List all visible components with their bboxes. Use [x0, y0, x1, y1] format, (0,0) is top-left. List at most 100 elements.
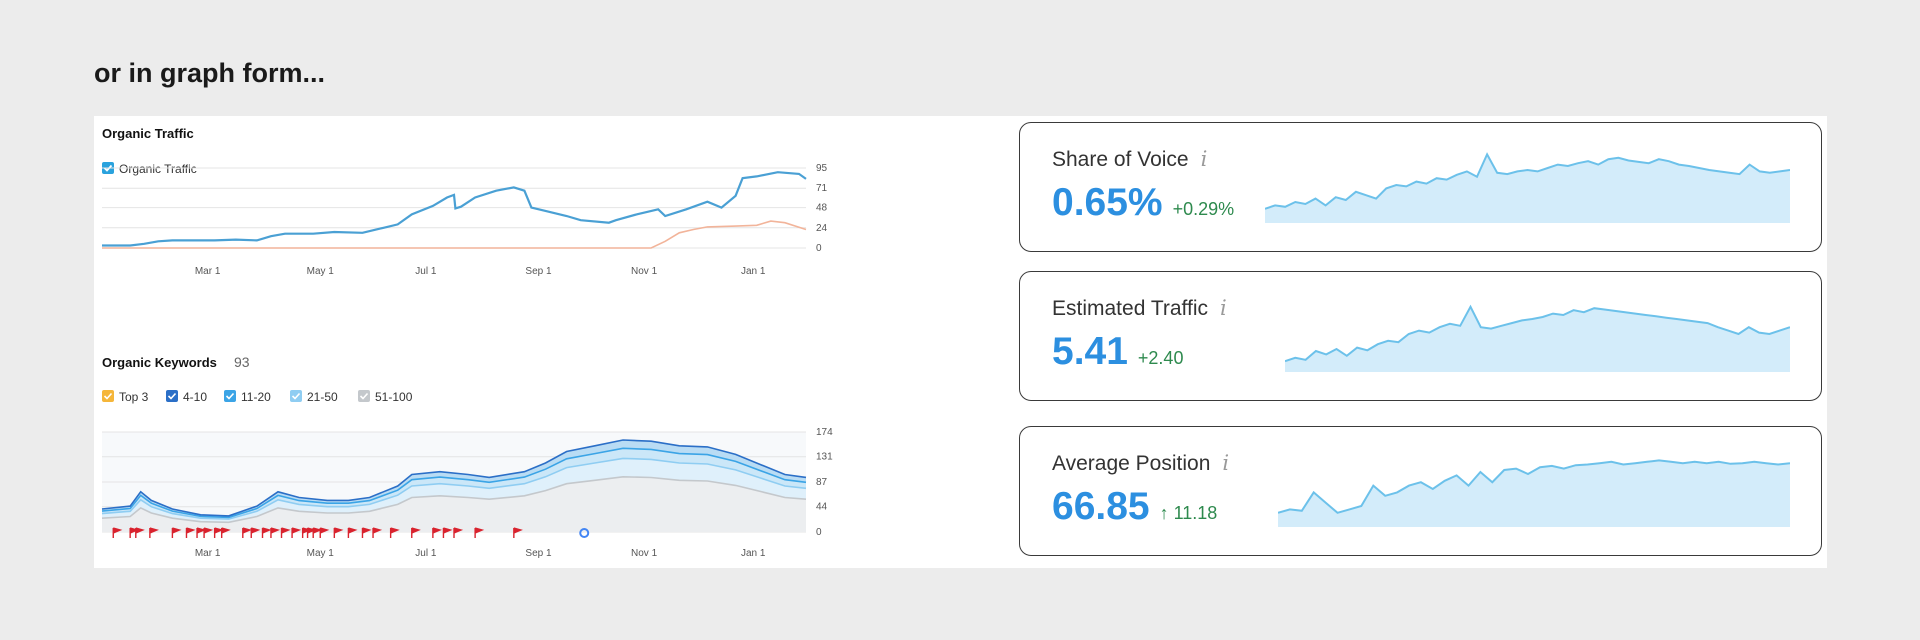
- flag-icon: [453, 527, 464, 538]
- page-heading: or in graph form...: [94, 58, 326, 88]
- flag-icon: [250, 527, 261, 538]
- flag-icon: [432, 527, 442, 538]
- estimated-traffic-sparkline: [1285, 304, 1790, 372]
- share-of-voice-title: Share of Voice i: [1052, 147, 1208, 171]
- flag-icon: [513, 527, 523, 538]
- sparkline-line: [1278, 459, 1790, 514]
- x-tick-label: Jan 1: [741, 548, 766, 559]
- x-tick-label: May 1: [307, 266, 335, 277]
- y-tick-label: 48: [816, 203, 828, 214]
- y-tick-label: 71: [816, 183, 828, 194]
- series-11-20-line: [101, 447, 807, 519]
- series-51-100-line: [101, 475, 807, 524]
- x-tick-label: Jul 1: [415, 548, 437, 559]
- x-tick-label: Mar 1: [195, 266, 221, 277]
- sparkline-area: [1285, 306, 1790, 372]
- flag-icon: [372, 527, 383, 538]
- check-icon: [225, 392, 235, 400]
- organic-traffic-plot: 0 24 48 71 95 Mar 1 May 1 Jul 1 Sep 1 Nov 1 Jan 1: [102, 163, 828, 277]
- sparkline-area: [1278, 460, 1790, 527]
- estimated-traffic-card: Estimated Traffic i 5.41 +2.40: [1019, 271, 1822, 401]
- charts-panel: Organic Traffic Organic Traffic 0 24 48 71 9…: [94, 116, 1827, 568]
- flag-icon: [135, 527, 145, 538]
- google-icon: [579, 528, 590, 538]
- organic-traffic-legend-label: Organic Traffic: [119, 162, 197, 176]
- average-position-value: 66.85 ↑ 11.18: [1052, 485, 1218, 528]
- x-tick-label: Sep 1: [525, 548, 552, 559]
- flag-icon: [185, 527, 196, 538]
- x-tick-label: Mar 1: [195, 548, 221, 559]
- organic-keywords-legend: Top 3 4-10 11-20 21-50 51-100: [102, 390, 413, 404]
- x-tick-label: Nov 1: [631, 266, 658, 277]
- x-tick-label: Sep 1: [525, 266, 552, 277]
- flag-icon: [280, 527, 291, 538]
- estimated-traffic-delta: +2.40: [1137, 348, 1184, 368]
- flag-icon: [270, 527, 281, 538]
- flag-icon: [291, 527, 302, 538]
- flag-icon: [196, 527, 207, 538]
- sparkline-line: [1285, 304, 1790, 363]
- flag-icon: [333, 527, 344, 538]
- share-of-voice-sparkline: [1265, 152, 1790, 223]
- flag-icon: [220, 527, 231, 538]
- y-tick-label: 0: [816, 527, 822, 538]
- share-of-voice-value: 0.65% +0.29%: [1052, 181, 1235, 224]
- flag-icon: [347, 527, 358, 538]
- series-4-10-line: [101, 439, 807, 517]
- organic-keywords-title: Organic Keywords: [102, 355, 217, 370]
- check-icon: [103, 392, 113, 400]
- estimated-traffic-value: 5.41 +2.40: [1052, 330, 1184, 373]
- x-tick-label: Jan 1: [741, 266, 766, 277]
- flag-icon: [149, 527, 159, 538]
- flag-icon: [242, 527, 252, 538]
- flag-icon: [319, 527, 330, 538]
- legend-checkbox: [166, 390, 178, 402]
- y-tick-label: 0: [816, 243, 822, 254]
- average-position-title: Average Position i: [1052, 451, 1230, 475]
- legend-label: 4-10: [183, 390, 207, 404]
- info-icon[interactable]: i: [1220, 296, 1227, 320]
- organic-keywords-count: 93: [234, 354, 250, 370]
- estimated-traffic-title: Estimated Traffic i: [1052, 296, 1227, 320]
- legend-label: 21-50: [307, 390, 338, 404]
- check-icon: [167, 392, 177, 400]
- flag-icon: [389, 527, 400, 538]
- flag-icon: [203, 527, 214, 538]
- series-21-50-line: [101, 457, 807, 520]
- info-icon[interactable]: i: [1200, 147, 1208, 171]
- flag-icon: [112, 527, 123, 538]
- legend-checkbox: [358, 390, 370, 402]
- y-tick-label: 95: [816, 163, 828, 174]
- flag-icon: [171, 527, 182, 538]
- flag-icon: [361, 527, 372, 538]
- flag-icon: [411, 527, 421, 538]
- x-tick-label: Nov 1: [631, 548, 658, 559]
- sparkline-line: [1265, 152, 1790, 210]
- series-51-100-area: [102, 476, 806, 532]
- legend-checkbox: [102, 390, 114, 402]
- legend-label: 51-100: [375, 390, 413, 404]
- share-of-voice-delta: +0.29%: [1172, 199, 1235, 219]
- y-tick-label: 131: [816, 452, 833, 463]
- share-of-voice-card: Share of Voice i 0.65% +0.29%: [1019, 122, 1822, 252]
- legend-checkbox: [224, 390, 236, 402]
- y-tick-label: 44: [816, 502, 828, 513]
- legend-checkbox: [290, 390, 302, 402]
- flag-icon: [213, 527, 224, 538]
- secondary-traffic-line: [102, 220, 807, 249]
- legend-label: Top 3: [119, 390, 149, 404]
- organic-traffic-title: Organic Traffic: [102, 126, 194, 141]
- sparkline-area: [1265, 154, 1790, 223]
- check-icon: [359, 392, 369, 400]
- y-tick-label: 87: [816, 477, 828, 488]
- organic-traffic-line: [102, 171, 807, 247]
- organic-keywords-plot: 0 44 87 131 174 Mar 1 May 1 Jul 1 Sep 1 Nov 1 Jan …: [101, 427, 833, 559]
- flag-icon: [442, 527, 453, 538]
- check-icon: [291, 392, 301, 400]
- flag-icon: [474, 527, 485, 538]
- check-icon: [103, 164, 113, 172]
- average-position-card: Average Position i 66.85 ↑ 11.18: [1019, 426, 1822, 556]
- y-tick-label: 24: [816, 223, 828, 234]
- average-position-delta: ↑ 11.18: [1159, 503, 1218, 523]
- info-icon[interactable]: i: [1222, 451, 1230, 475]
